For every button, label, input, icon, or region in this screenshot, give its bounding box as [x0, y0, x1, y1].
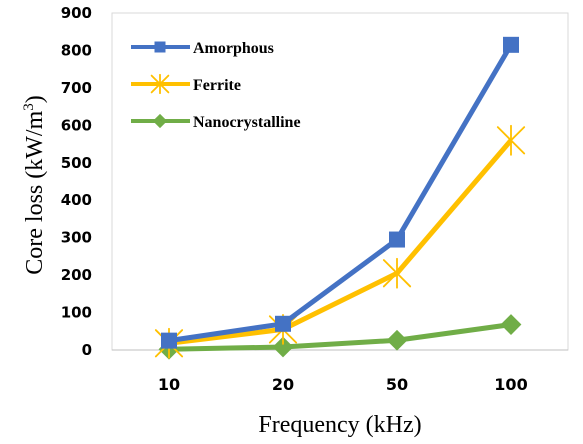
- y-tick-label: 0: [82, 341, 92, 359]
- series-ferrite: [154, 124, 526, 359]
- data-point: [152, 113, 168, 129]
- data-point: [272, 336, 294, 358]
- y-tick-label: 200: [61, 266, 92, 284]
- y-tick-label: 400: [61, 191, 92, 209]
- legend-item-amorphous: Amorphous: [131, 40, 274, 57]
- x-axis-ticks: 10 20 50 100: [158, 375, 528, 394]
- y-axis-ticks: 0 100 200 300 400 500 600 700 800 900: [61, 4, 92, 359]
- data-point: [386, 329, 408, 351]
- data-point: [382, 257, 412, 289]
- x-tick-label: 100: [494, 375, 527, 394]
- series-layer: [154, 36, 526, 360]
- series-amorphous: [161, 36, 519, 349]
- data-point: [496, 124, 526, 156]
- y-axis-title-close: ): [22, 95, 48, 103]
- series-line: [168, 138, 513, 346]
- y-tick-label: 800: [61, 41, 92, 59]
- series-line: [168, 43, 514, 344]
- y-tick-label: 300: [61, 229, 92, 247]
- y-tick-label: 600: [61, 116, 92, 134]
- y-axis-title: Core loss (kW/m3): [21, 95, 48, 274]
- legend-item-nanocrystalline: Nanocrystalline: [131, 113, 301, 131]
- y-tick-label: 900: [61, 4, 92, 22]
- x-tick-label: 10: [158, 375, 180, 394]
- legend: Amorphous Ferrite Nanocrystalline: [131, 40, 301, 131]
- series-line: [168, 322, 512, 352]
- data-point: [154, 41, 166, 53]
- data-point: [275, 315, 291, 332]
- data-point: [389, 231, 405, 248]
- x-axis-title: Frequency (kHz): [258, 412, 421, 438]
- y-axis-title-superscript: 3: [21, 103, 37, 111]
- y-tick-label: 700: [61, 79, 92, 97]
- data-point: [161, 332, 177, 349]
- x-tick-label: 50: [386, 375, 408, 394]
- legend-item-ferrite: Ferrite: [131, 73, 241, 95]
- data-point: [500, 314, 522, 335]
- y-tick-label: 500: [61, 154, 92, 172]
- legend-label: Nanocrystalline: [193, 114, 301, 131]
- y-tick-label: 100: [61, 304, 92, 322]
- x-tick-label: 20: [272, 375, 294, 394]
- data-point: [503, 36, 519, 53]
- data-point: [150, 73, 170, 95]
- legend-label: Amorphous: [193, 40, 274, 57]
- y-axis-title-main: Core loss (kW/m: [22, 110, 48, 274]
- legend-label: Ferrite: [193, 77, 241, 94]
